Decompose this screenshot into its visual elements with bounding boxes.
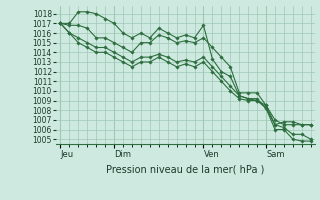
X-axis label: Pression niveau de la mer( hPa ): Pression niveau de la mer( hPa ) bbox=[107, 164, 265, 174]
